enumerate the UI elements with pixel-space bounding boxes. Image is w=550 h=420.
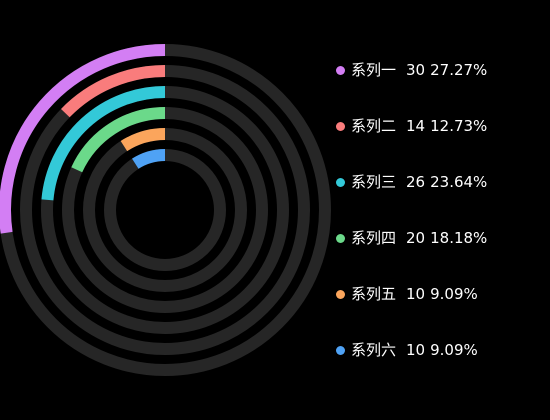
ring-arc-3[interactable] — [41, 86, 166, 201]
legend-dot-icon — [336, 177, 345, 187]
legend-dot-icon — [336, 289, 345, 299]
ring-arc-4[interactable] — [71, 107, 166, 173]
legend-series-percent: 27.27% — [430, 61, 488, 79]
legend-dot-icon — [336, 65, 345, 75]
legend-series-name: 系列二 — [351, 117, 397, 135]
legend-series-value: 26 — [406, 173, 426, 191]
legend-series-percent: 9.09% — [430, 285, 478, 303]
legend-item-4[interactable]: 系列四 20 18.18% — [336, 225, 536, 281]
legend-series-percent: 9.09% — [430, 341, 478, 359]
legend: 系列一 30 27.27% 系列二 14 12.73% 系列三 26 23.64% 系列四 20 18… — [336, 57, 536, 393]
legend-series-name: 系列五 — [351, 285, 397, 303]
legend-series-percent: 12.73% — [430, 117, 488, 135]
legend-series-percent: 23.64% — [430, 173, 488, 191]
legend-dot-icon — [336, 345, 345, 355]
legend-dot-icon — [336, 233, 345, 243]
legend-item-1[interactable]: 系列一 30 27.27% — [336, 57, 536, 113]
ring-arc-6[interactable] — [132, 149, 166, 169]
legend-item-3[interactable]: 系列三 26 23.64% — [336, 169, 536, 225]
legend-series-value: 10 — [406, 341, 426, 359]
ring-arc-5[interactable] — [120, 128, 166, 152]
legend-series-value: 14 — [406, 117, 426, 135]
legend-item-5[interactable]: 系列五 10 9.09% — [336, 281, 536, 337]
ring-arc-1[interactable] — [0, 44, 166, 234]
legend-item-6[interactable]: 系列六 10 9.09% — [336, 337, 536, 393]
ring-track-6 — [104, 149, 226, 271]
legend-series-name: 系列四 — [351, 229, 397, 247]
legend-series-name: 系列三 — [351, 173, 397, 191]
legend-series-name: 系列一 — [351, 61, 397, 79]
legend-series-value: 10 — [406, 285, 426, 303]
legend-series-percent: 18.18% — [430, 229, 488, 247]
ring-arc-2[interactable] — [61, 65, 166, 118]
legend-series-name: 系列六 — [351, 341, 397, 359]
legend-series-value: 30 — [406, 61, 426, 79]
legend-item-2[interactable]: 系列二 14 12.73% — [336, 113, 536, 169]
legend-series-value: 20 — [406, 229, 426, 247]
legend-dot-icon — [336, 121, 345, 131]
